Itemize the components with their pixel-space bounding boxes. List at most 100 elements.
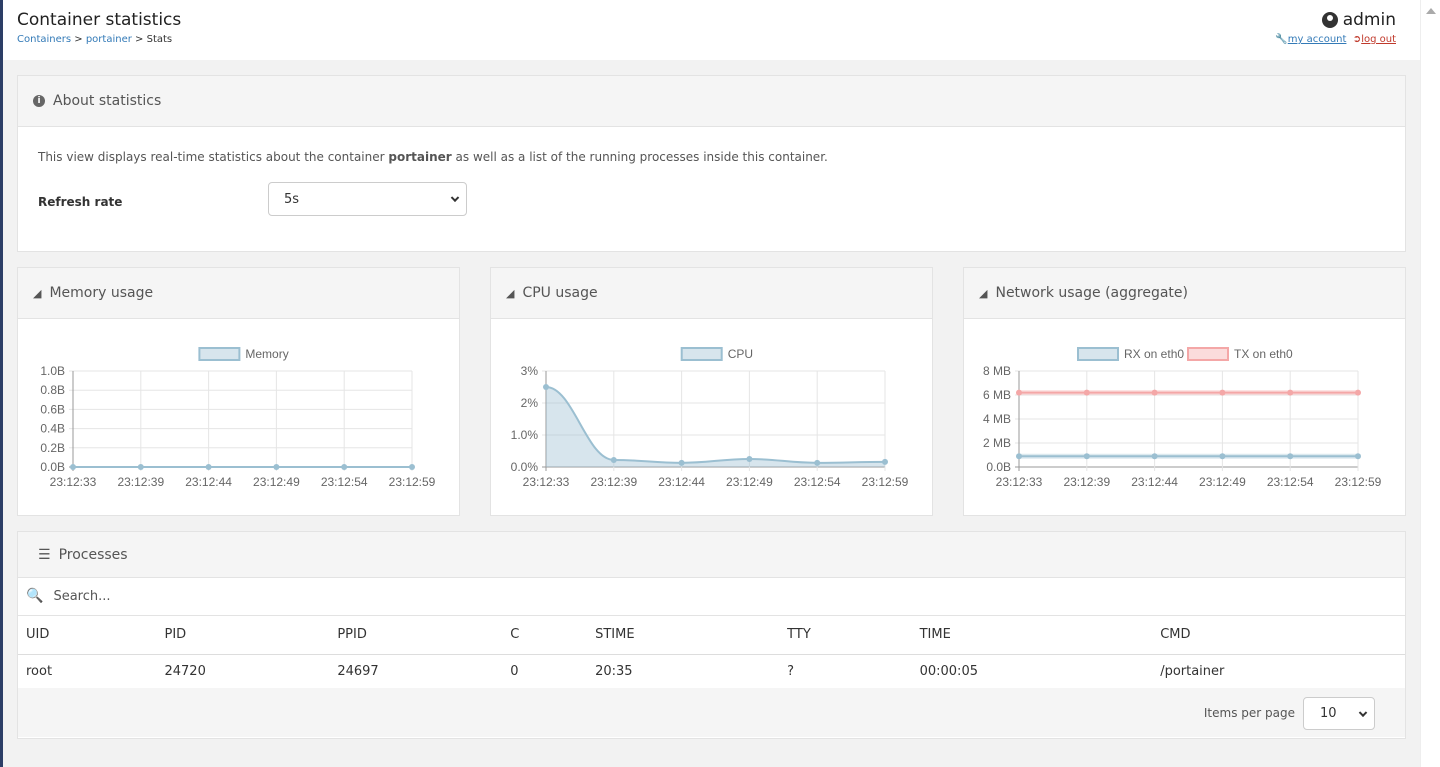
log-out-link[interactable]: log out xyxy=(1361,34,1396,45)
x-tick-label: 23:12:44 xyxy=(185,475,232,489)
memory-panel: ◢ Memory usage Memory 0.0B 0.2B 0.4B 0.6B 0.8B… xyxy=(17,267,460,516)
breadcrumb-portainer[interactable]: portainer xyxy=(85,34,132,45)
column-header[interactable]: C xyxy=(502,616,588,655)
refresh-rate-select[interactable]: 5s xyxy=(268,182,467,216)
legend-label: Memory xyxy=(245,347,288,361)
column-header[interactable]: STIME xyxy=(587,616,780,655)
legend-label: RX on eth0 xyxy=(1124,347,1184,361)
data-point xyxy=(1355,453,1361,460)
search-input[interactable]: Search... xyxy=(53,588,111,604)
sidebar-edge xyxy=(0,0,3,767)
scrollbar[interactable] xyxy=(1420,0,1440,767)
data-point xyxy=(1083,453,1090,460)
about-title: About statistics xyxy=(53,93,162,109)
data-point xyxy=(610,456,617,463)
cpu-title: CPU usage xyxy=(522,285,598,301)
series-area xyxy=(546,387,885,467)
data-point xyxy=(70,464,76,470)
sign-out-icon: ➲ xyxy=(1352,34,1362,45)
items-per-page-select[interactable]: 10 xyxy=(1303,697,1375,730)
x-tick-label: 23:12:54 xyxy=(794,475,841,489)
x-tick-label: 23:12:39 xyxy=(590,475,637,489)
data-point xyxy=(543,384,549,390)
chevron-down-icon xyxy=(450,193,460,203)
x-tick-label: 23:12:44 xyxy=(1131,475,1178,489)
data-point xyxy=(1355,389,1361,396)
chart-area-icon: ◢ xyxy=(33,286,42,300)
legend-swatch xyxy=(1077,347,1119,361)
chart-area-icon: ◢ xyxy=(506,286,515,300)
y-tick-label: 2% xyxy=(521,396,539,410)
column-header[interactable]: PPID xyxy=(329,616,503,655)
wrench-icon: 🔧 xyxy=(1275,34,1288,45)
column-header[interactable]: TTY xyxy=(779,616,912,655)
user-circle-icon xyxy=(1321,12,1338,28)
about-panel: i About statistics This view displays rea… xyxy=(17,75,1406,252)
x-tick-label: 23:12:54 xyxy=(1267,475,1314,489)
legend-swatch xyxy=(680,347,723,361)
table-cell: 24720 xyxy=(156,654,330,688)
memory-chart: Memory 0.0B 0.2B 0.4B 0.6B 0.8B 1.0B 23:12:33 23… xyxy=(40,347,436,489)
info-icon: i xyxy=(33,95,45,107)
data-point xyxy=(882,458,888,465)
x-tick-label: 23:12:59 xyxy=(862,475,909,489)
data-point xyxy=(205,464,212,470)
data-point xyxy=(341,464,348,470)
data-point xyxy=(1219,453,1226,460)
table-cell: 0 xyxy=(502,654,588,688)
y-tick-label: 8 MB xyxy=(983,364,1011,378)
x-tick-label: 23:12:33 xyxy=(523,475,570,489)
data-point xyxy=(1083,389,1090,396)
y-tick-label: 0.0B xyxy=(40,460,65,474)
data-point xyxy=(1287,389,1294,396)
chevron-down-icon xyxy=(1358,708,1368,717)
x-tick-label: 23:12:33 xyxy=(996,475,1043,489)
breadcrumb: Containers > portainer > Stats xyxy=(17,34,173,45)
table-cell: /portainer xyxy=(1152,654,1405,688)
page-header: Container statistics Containers > portai… xyxy=(3,0,1420,60)
y-tick-label: 3% xyxy=(521,364,539,378)
table-cell: ? xyxy=(779,654,912,688)
column-header[interactable]: UID xyxy=(18,616,157,655)
search-bar[interactable]: 🔍 Search... xyxy=(18,577,1405,616)
user-info: admin xyxy=(1321,10,1396,30)
x-tick-label: 23:12:39 xyxy=(1063,475,1110,489)
legend-label: CPU xyxy=(728,347,753,361)
network-panel: ◢ Network usage (aggregate) RX on eth0 TX … xyxy=(963,267,1406,516)
data-point xyxy=(1151,453,1158,460)
table-cell: 20:35 xyxy=(587,654,780,688)
page-title: Container statistics xyxy=(17,10,182,30)
y-tick-label: 0.4B xyxy=(40,422,65,436)
chart-area-icon: ◢ xyxy=(979,286,988,300)
breadcrumb-containers[interactable]: Containers xyxy=(17,34,72,45)
network-chart: RX on eth0 TX on eth0 0.0B 2 MB 4 MB 6 MB 8 MB… xyxy=(983,347,1382,489)
data-point xyxy=(814,459,821,466)
table-cell: 24697 xyxy=(329,654,503,688)
y-tick-label: 1.0B xyxy=(40,364,65,378)
x-tick-label: 23:12:33 xyxy=(50,475,97,489)
cpu-chart: CPU 0.0% 1.0% 2% 3% 23:12:33 23:12:39 23:12:44 2… xyxy=(511,347,909,489)
data-point xyxy=(1016,453,1022,460)
column-header[interactable]: PID xyxy=(156,616,330,655)
scroll-up-icon[interactable] xyxy=(1426,8,1436,14)
column-header[interactable]: CMD xyxy=(1152,616,1405,655)
cpu-panel: ◢ CPU usage CPU 0.0% 1.0% 2% 3% 23:12:33 23:12:… xyxy=(490,267,933,516)
about-text: This view displays real-time statistics … xyxy=(38,150,828,164)
data-point xyxy=(273,464,280,470)
data-point xyxy=(678,459,685,466)
memory-title: Memory usage xyxy=(49,285,154,301)
y-tick-label: 6 MB xyxy=(983,388,1011,402)
x-tick-label: 23:12:39 xyxy=(117,475,164,489)
y-tick-label: 0.6B xyxy=(40,402,65,416)
search-icon: 🔍 xyxy=(26,588,44,604)
processes-panel: ☰ Processes 🔍 Search... UID PID PPID C STIME TT… xyxy=(17,531,1406,739)
column-header[interactable]: TIME xyxy=(911,616,1153,655)
y-tick-label: 0.8B xyxy=(40,383,65,397)
x-tick-label: 23:12:44 xyxy=(658,475,705,489)
data-point xyxy=(746,456,753,462)
x-tick-label: 23:12:49 xyxy=(1199,475,1246,489)
my-account-link[interactable]: my account xyxy=(1287,34,1347,45)
y-tick-label: 4 MB xyxy=(983,412,1011,426)
x-tick-label: 23:12:49 xyxy=(726,475,773,489)
x-tick-label: 23:12:59 xyxy=(389,475,436,489)
